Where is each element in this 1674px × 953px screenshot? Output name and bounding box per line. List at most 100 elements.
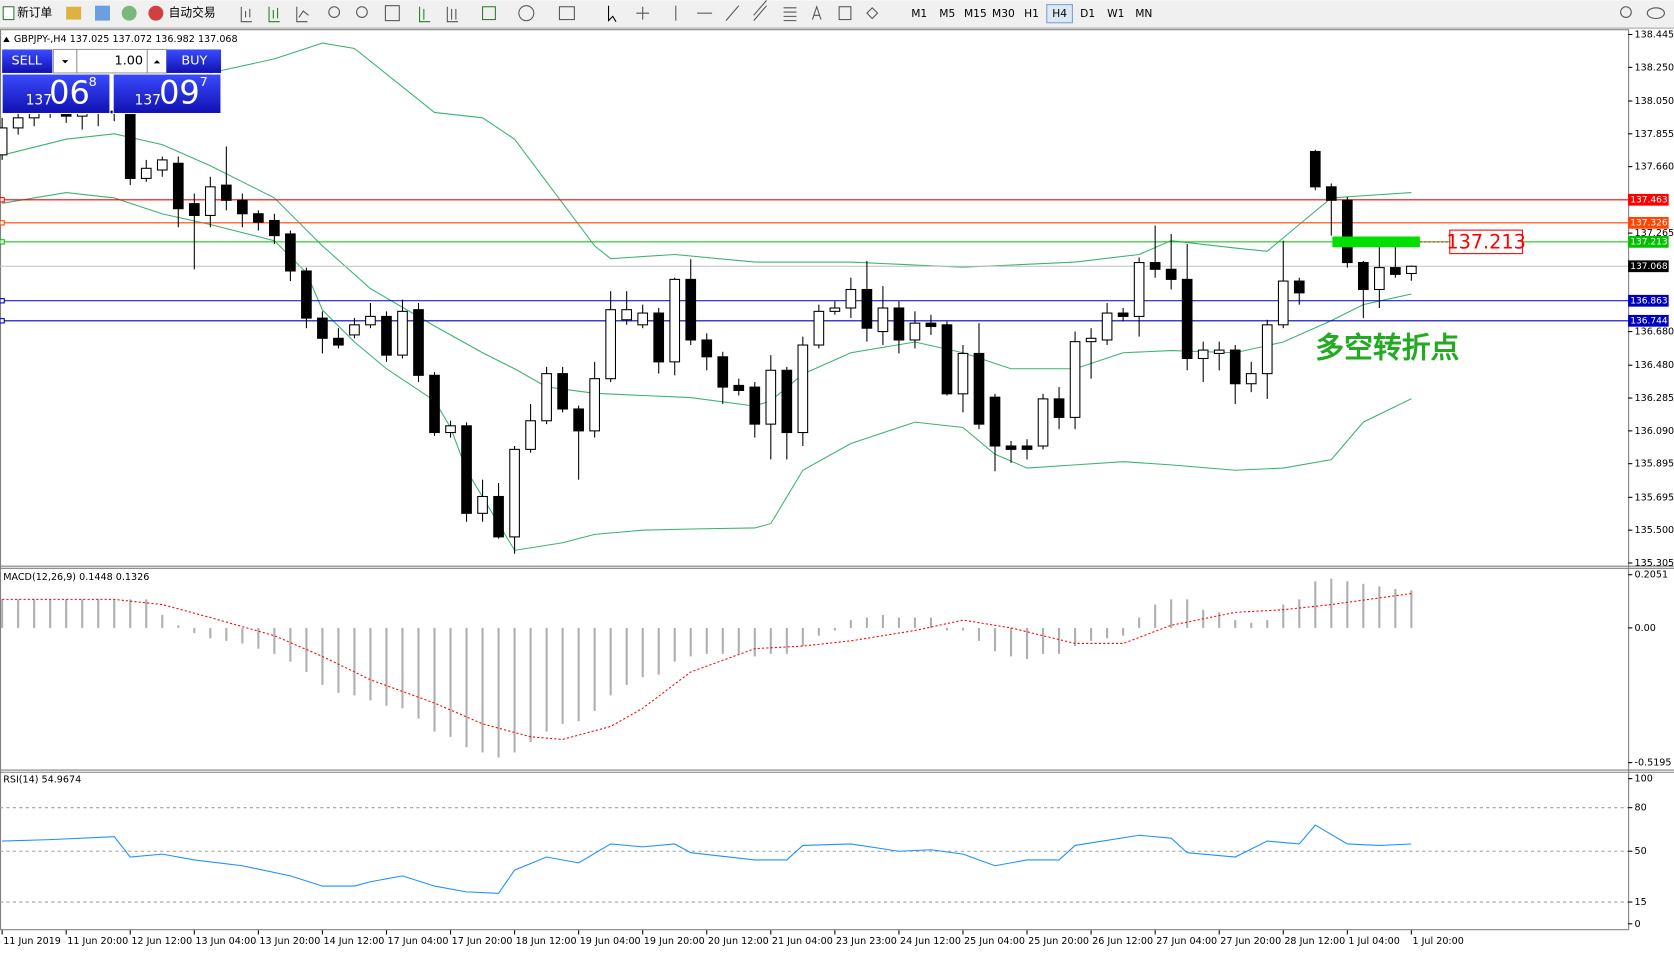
timeframe-button[interactable]: D1 <box>1080 7 1095 20</box>
y-tick-label: -0.5195 <box>1634 758 1671 769</box>
level-anchor <box>0 197 5 203</box>
x-tick-label: 21 Jun 04:00 <box>772 936 833 947</box>
candle-body <box>317 317 328 339</box>
y-tick-label: 138.050 <box>1634 96 1674 107</box>
candle-body <box>989 396 1001 447</box>
symbol: GBPJPY-,H4 <box>14 34 67 45</box>
candle-body <box>925 322 937 328</box>
candle-body <box>172 162 184 210</box>
y-tick-label: 80 <box>1634 803 1646 814</box>
chart-header: GBPJPY-,H4 137.025 137.072 136.982 137.0… <box>14 34 238 45</box>
x-tick-label: 13 Jun 20:00 <box>259 936 320 947</box>
level-label-bg <box>1628 193 1669 206</box>
buy-price-box[interactable]: 137 09 7 <box>112 73 222 115</box>
sell-button[interactable]: SELL <box>2 49 53 73</box>
candle-body <box>829 307 841 312</box>
x-tick-label: 27 Jun 04:00 <box>1156 936 1217 947</box>
timeframe-button[interactable]: H4 <box>1052 7 1067 20</box>
icon[interactable] <box>783 7 797 22</box>
icon[interactable] <box>268 6 280 23</box>
icon[interactable] <box>356 6 368 18</box>
icon[interactable] <box>518 5 535 22</box>
y-tick-label: 135.500 <box>1634 525 1674 536</box>
rsi-line <box>2 824 1412 894</box>
auto-trading-button[interactable]: 自动交易 <box>148 6 216 21</box>
candle-body <box>1229 349 1241 385</box>
icon[interactable] <box>482 6 496 21</box>
icon[interactable] <box>725 5 740 21</box>
icon[interactable] <box>838 6 852 21</box>
icon[interactable] <box>446 6 459 23</box>
new-order-button[interactable]: 新订单 <box>2 6 53 21</box>
x-tick-label: 12 Jun 12:00 <box>131 936 192 947</box>
timeframe-button[interactable]: MN <box>1135 7 1152 20</box>
x-tick-label: 19 Jun 20:00 <box>644 936 705 947</box>
candle-body <box>253 213 264 223</box>
timeframe-button[interactable]: W1 <box>1107 7 1124 20</box>
candle-body <box>156 159 168 171</box>
rsi-header: RSI(14) 54.9674 <box>3 775 81 786</box>
icon <box>2 6 15 21</box>
timeframe-button[interactable]: M5 <box>939 7 955 20</box>
icon[interactable] <box>384 5 400 22</box>
x-tick-label: 28 Jun 12:00 <box>1284 936 1345 947</box>
timeframe-button[interactable]: M30 <box>992 7 1015 20</box>
signal-value: 0.1326 <box>116 572 150 583</box>
rsi-value: 54.9674 <box>42 775 82 786</box>
sell-price-box[interactable]: 137 06 8 <box>1 73 111 115</box>
low: 136.982 <box>155 34 195 45</box>
level-label-bg <box>1628 235 1669 248</box>
button-label: BUY <box>181 54 207 69</box>
macd-signal <box>2 592 1412 740</box>
y-tick-label: 100 <box>1634 774 1652 785</box>
marker-label-box <box>1449 229 1523 255</box>
candle-body <box>749 386 761 425</box>
candle-body <box>413 309 424 376</box>
candle-body <box>589 378 600 432</box>
timeframe-button[interactable]: H1 <box>1024 7 1039 20</box>
icon[interactable] <box>636 6 650 20</box>
icon[interactable] <box>328 6 341 18</box>
icon[interactable] <box>121 5 137 21</box>
candle-body <box>557 373 568 410</box>
candle-body <box>1245 373 1257 385</box>
price-big: 06 <box>49 73 90 111</box>
icon[interactable] <box>419 6 431 23</box>
candle-body <box>845 288 857 309</box>
button-bg <box>166 49 221 73</box>
arrow <box>61 60 69 64</box>
timeframe-button[interactable]: M15 <box>964 7 987 20</box>
icon[interactable] <box>811 5 822 20</box>
candle-body <box>220 184 232 201</box>
y-tick-label: 137.855 <box>1634 129 1674 140</box>
candle-body <box>365 315 376 326</box>
x-tick-label: 24 Jun 12:00 <box>900 936 961 947</box>
icon[interactable] <box>66 6 82 20</box>
timeframe-button[interactable]: M1 <box>911 7 927 20</box>
candle-body <box>765 369 777 425</box>
candle-body <box>1374 267 1385 291</box>
candle-body <box>1341 199 1353 264</box>
candle-body <box>861 288 873 329</box>
price-pips: 7 <box>200 75 208 90</box>
icon[interactable] <box>558 6 575 21</box>
icon[interactable] <box>240 6 252 23</box>
icon[interactable] <box>296 6 309 23</box>
icon[interactable] <box>95 5 110 21</box>
level-anchor <box>0 239 5 245</box>
candle-body <box>1037 398 1049 447</box>
level-label: 137.213 <box>1630 237 1668 247</box>
icon[interactable] <box>1620 6 1632 18</box>
icon[interactable] <box>607 5 617 22</box>
buy-button[interactable]: BUY <box>166 49 221 73</box>
icon[interactable] <box>866 7 879 20</box>
candle-body <box>1101 312 1113 341</box>
y-tick-label: 136.680 <box>1634 327 1674 338</box>
icon[interactable] <box>753 0 767 21</box>
candle-body <box>1406 265 1417 275</box>
icon[interactable] <box>1646 7 1665 20</box>
candle-body <box>188 203 200 216</box>
level-label: 136.744 <box>1630 316 1668 326</box>
x-tick-label: 11 Jun 2019 <box>3 936 61 947</box>
candle-body <box>1357 262 1369 291</box>
